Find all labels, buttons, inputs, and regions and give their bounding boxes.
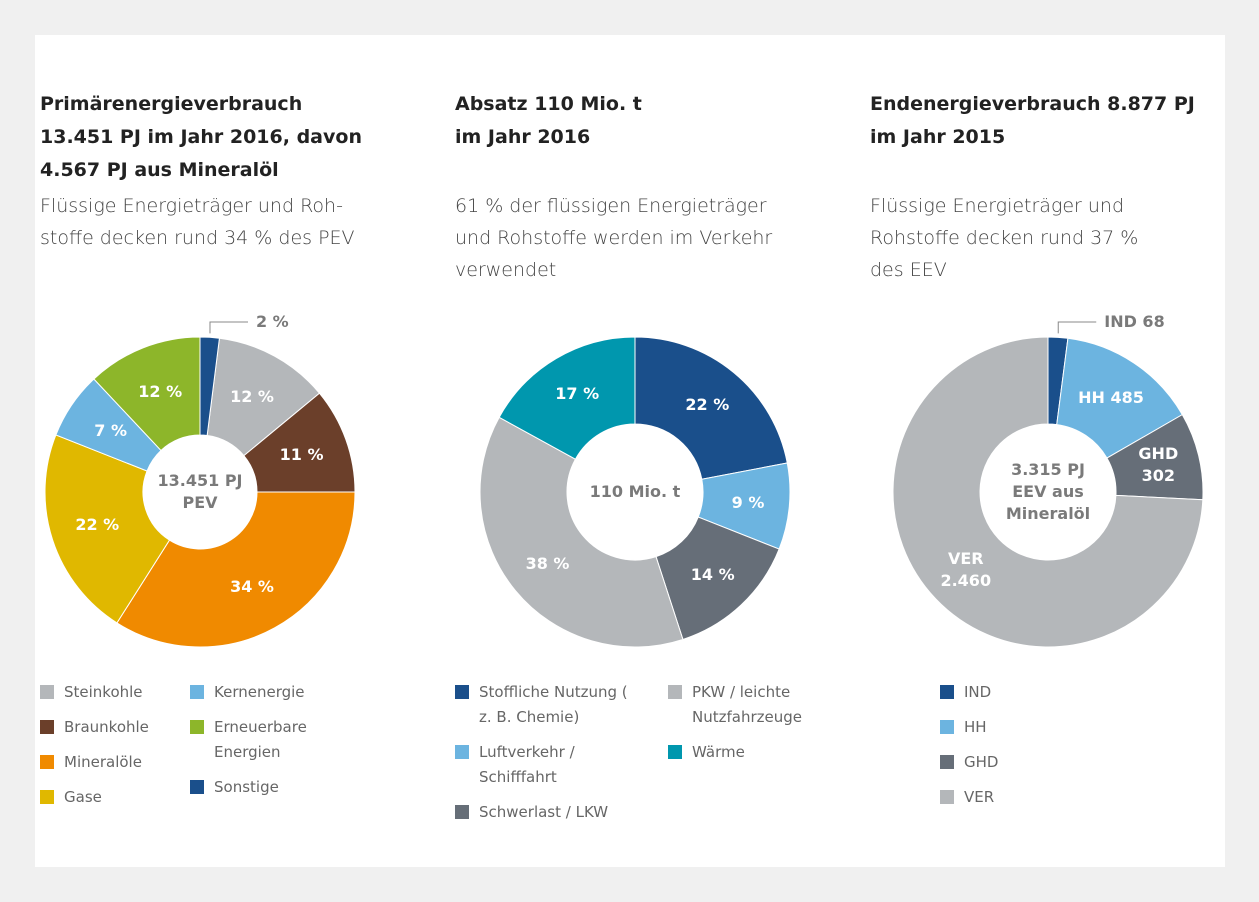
legend-label: Steinkohle <box>64 683 143 701</box>
slice <box>44 434 171 624</box>
legend-item: Braunkohle <box>40 715 214 740</box>
legend-item: Kernenergie <box>190 680 364 705</box>
legend-column: Kernenergie Erneuerbare Energien Sonstige <box>190 680 364 810</box>
chart-title: Primärenergieverbrauch 13.451 PJ im Jahr… <box>40 93 362 181</box>
value-label: GHD 302 <box>1138 444 1179 486</box>
legend-item: Stoffliche Nutzung ( z. B. Chemie) <box>455 680 629 730</box>
legend-swatch <box>940 755 954 769</box>
legend-label: VER <box>964 788 995 806</box>
legend-swatch <box>455 685 469 699</box>
legend-label: Kernenergie <box>214 683 305 701</box>
panel <box>35 35 1225 867</box>
slice <box>634 336 788 480</box>
legend-label: Wärme <box>692 743 745 761</box>
value-label: 22 % <box>685 394 730 414</box>
value-label: VER 2.460 <box>940 549 992 591</box>
center-label: 3.315 PJ EEV aus Mineralöl <box>1005 460 1091 523</box>
value-label: 11 % <box>279 445 324 465</box>
legend-item: Erneuerbare Energien <box>190 715 364 765</box>
legend-swatch <box>190 780 204 794</box>
legend-label: Luftverkehr / Schifffahrt <box>479 743 575 786</box>
legend-item: GHD <box>940 750 1114 775</box>
legend-swatch <box>40 790 54 804</box>
legend-item: IND <box>940 680 1114 705</box>
legend-item: PKW / leichte Nutzfahrzeuge <box>668 680 842 730</box>
legend-label: HH <box>964 718 987 736</box>
slice <box>498 336 636 460</box>
legend-item: Steinkohle <box>40 680 214 705</box>
legend-label: Schwerlast / LKW <box>479 803 609 821</box>
legend-item: Wärme <box>668 740 842 765</box>
legend-label: Mineralöle <box>64 753 142 771</box>
legend-item: Sonstige <box>190 775 364 800</box>
value-label: 34 % <box>230 576 274 596</box>
chart-subtitle: 61 % der flüssigen Energieträger und Roh… <box>455 195 773 281</box>
center-label: 13.451 PJ PEV <box>157 471 243 512</box>
legend-label: PKW / leichte Nutzfahrzeuge <box>692 683 802 726</box>
value-label: 7 % <box>94 421 128 441</box>
legend-swatch <box>40 720 54 734</box>
legend-column: PKW / leichte Nutzfahrzeuge Wärme <box>668 680 842 775</box>
legend-swatch <box>668 685 682 699</box>
slice <box>655 516 780 641</box>
legend-label: Braunkohle <box>64 718 149 736</box>
value-label: 2 % <box>255 312 289 331</box>
chart-title: Absatz 110 Mio. t im Jahr 2016 <box>455 93 642 148</box>
legend-swatch <box>190 720 204 734</box>
value-label: IND 68 <box>1104 312 1165 331</box>
slice <box>116 491 356 648</box>
legend-swatch <box>40 685 54 699</box>
legend-item: HH <box>940 715 1114 740</box>
legend-swatch <box>455 805 469 819</box>
legend-label: Sonstige <box>214 778 279 796</box>
slice <box>93 336 201 452</box>
value-label: 12 % <box>138 381 183 401</box>
chart-subtitle: Flüssige Energieträger und Roh- stoffe d… <box>40 195 355 249</box>
legend-label: Stoffliche Nutzung ( z. B. Chemie) <box>479 683 628 726</box>
slice <box>206 337 321 457</box>
legend-swatch <box>940 720 954 734</box>
value-label: 14 % <box>690 564 735 584</box>
legend-swatch <box>668 745 682 759</box>
value-label: 12 % <box>230 387 274 407</box>
center-label: 110 Mio. t <box>589 482 681 501</box>
legend-label: IND <box>964 683 992 701</box>
legend-swatch <box>455 745 469 759</box>
chart-subtitle: Flüssige Energieträger und Rohstoffe dec… <box>870 195 1139 281</box>
legend-item: Gase <box>40 785 214 810</box>
legend-swatch <box>940 685 954 699</box>
value-label: HH 485 <box>1078 387 1144 407</box>
slice <box>479 416 684 648</box>
legend-item: Schwerlast / LKW <box>455 800 629 825</box>
slice <box>892 336 1204 648</box>
legend-column: Stoffliche Nutzung ( z. B. Chemie) Luftve… <box>455 680 629 835</box>
legend-swatch <box>940 790 954 804</box>
leader-line <box>209 321 248 334</box>
value-label: 22 % <box>75 515 120 535</box>
value-label: 38 % <box>525 554 570 574</box>
chart-title: Endenergieverbrauch 8.877 PJ im Jahr 201… <box>870 93 1195 148</box>
legend-item: Mineralöle <box>40 750 214 775</box>
leader-line <box>1057 321 1097 334</box>
value-label: 9 % <box>731 492 765 512</box>
legend-swatch <box>40 755 54 769</box>
legend-label: Gase <box>64 788 102 806</box>
legend-column: Steinkohle Braunkohle Mineralöle Gase <box>40 680 214 820</box>
legend-label: GHD <box>964 753 999 771</box>
legend-item: Luftverkehr / Schifffahrt <box>455 740 629 790</box>
legend-item: VER <box>940 785 1114 810</box>
legend-swatch <box>190 685 204 699</box>
legend-column: IND HH GHD VER <box>940 680 1114 820</box>
value-label: 17 % <box>555 384 600 404</box>
legend-label: Erneuerbare Energien <box>214 718 307 761</box>
slice <box>199 336 220 437</box>
